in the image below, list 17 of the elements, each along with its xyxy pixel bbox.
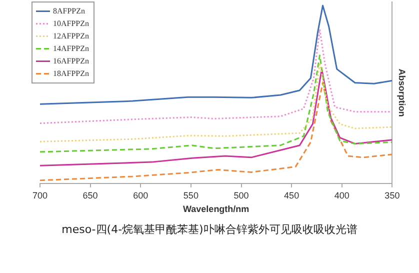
legend-label: 8AFPPZn [53,6,86,16]
x-tick-label: 550 [183,190,198,200]
x-tick-label: 400 [334,190,350,200]
legend-label: 16AFPPZn [53,56,90,66]
legend-label: 14AFPPZn [53,44,90,53]
y-axis-title: Absorption [397,68,408,117]
legend-label: 12AFPPZn [53,31,90,40]
x-tick-label: 500 [234,190,249,200]
x-tick-label: 450 [284,190,300,200]
x-tick-label: 650 [82,190,98,200]
text: meso-四(4-烷氧基甲酰苯基)卟啉合锌紫外可见吸收吸收光谱 [60,222,358,237]
legend-label: 18AFPPZn [53,68,90,78]
x-axis-title: Wavelength/nm [183,204,250,214]
legend-label: 10AFPPZn [53,18,90,28]
x-tick-label: 600 [133,190,148,200]
x-tick-label: 350 [384,190,400,200]
x-tick-label: 700 [32,190,48,200]
